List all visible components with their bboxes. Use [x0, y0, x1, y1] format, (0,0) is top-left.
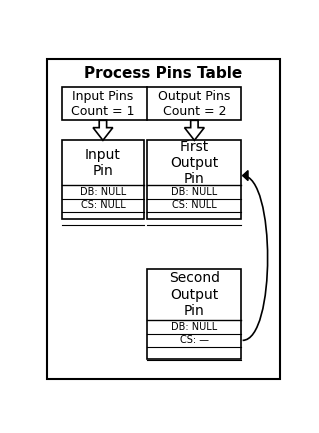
Text: Input
Pin: Input Pin	[85, 148, 121, 178]
Text: Process Pins Table: Process Pins Table	[84, 66, 243, 81]
Bar	[62, 87, 241, 120]
Text: Second
Output
Pin: Second Output Pin	[169, 271, 220, 318]
Text: DB: NULL: DB: NULL	[80, 187, 126, 197]
Bar	[62, 140, 144, 219]
Text: Input Pins
Count = 1: Input Pins Count = 1	[71, 90, 135, 118]
Text: CS: NULL: CS: NULL	[80, 200, 125, 210]
Text: CS: NULL: CS: NULL	[172, 200, 217, 210]
Polygon shape	[93, 120, 113, 140]
Text: First
Output
Pin: First Output Pin	[170, 139, 219, 186]
Polygon shape	[242, 171, 248, 181]
Polygon shape	[184, 120, 204, 140]
Text: DB: NULL: DB: NULL	[171, 187, 218, 197]
Bar	[147, 140, 241, 219]
Text: DB: NULL: DB: NULL	[171, 322, 218, 332]
Bar	[147, 268, 241, 359]
Text: Output Pins
Count = 2: Output Pins Count = 2	[158, 90, 231, 118]
Text: CS: —: CS: —	[180, 336, 209, 346]
